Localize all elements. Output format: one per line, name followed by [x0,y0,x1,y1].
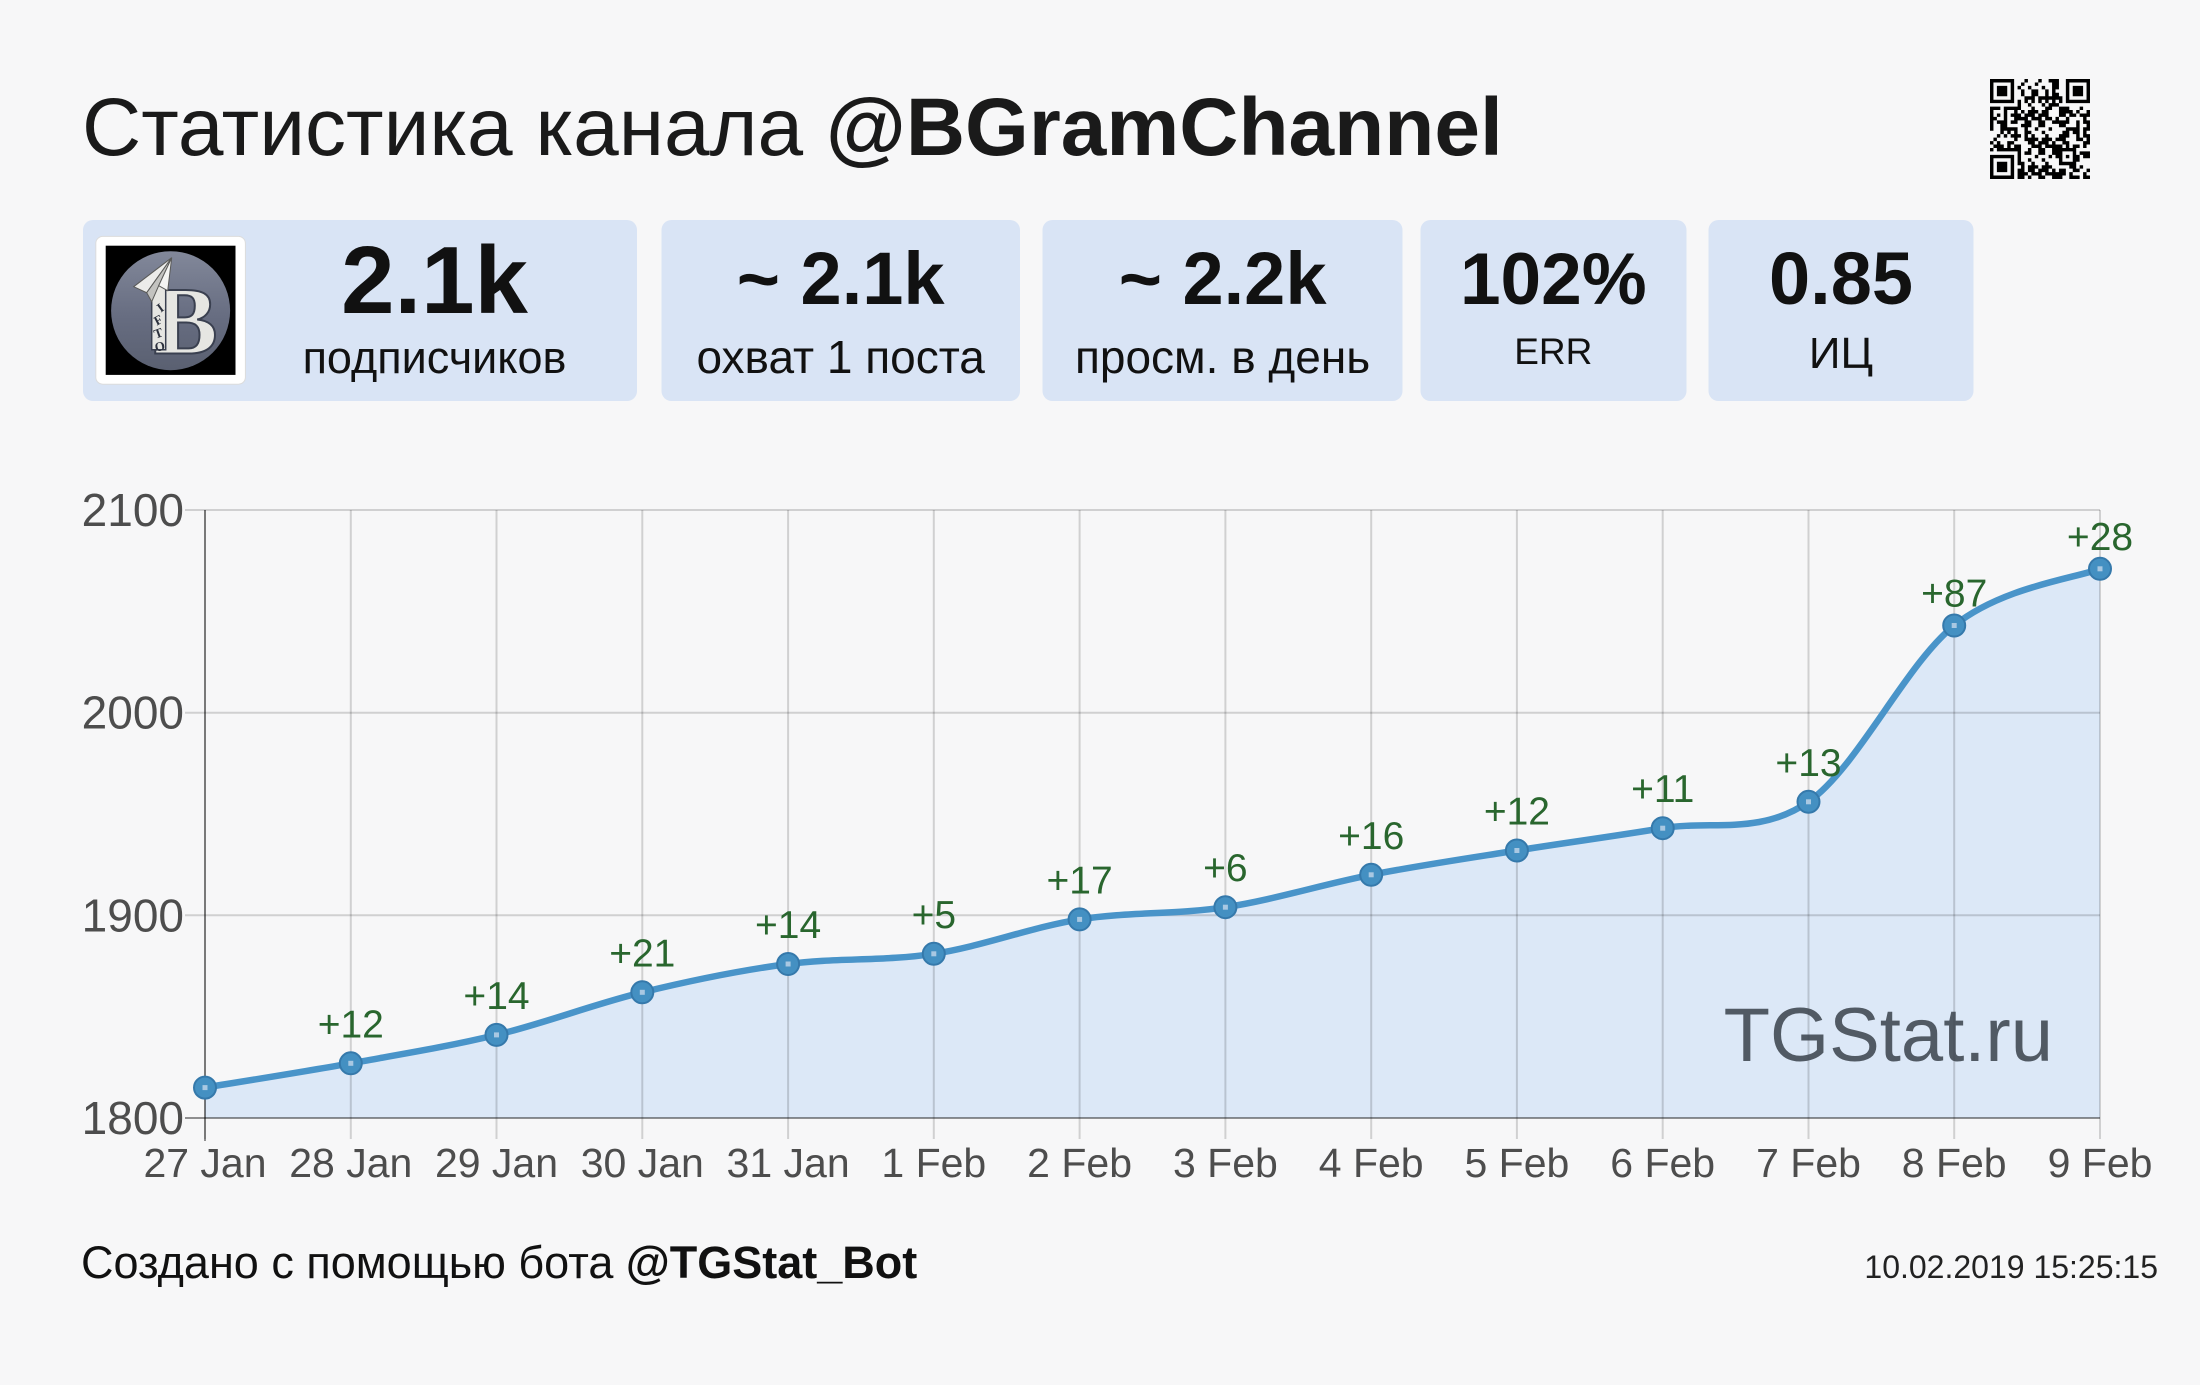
svg-text:6 Feb: 6 Feb [1610,1140,1715,1186]
svg-text:30 Jan: 30 Jan [581,1140,704,1186]
svg-text:ИЦ: ИЦ [1809,329,1873,378]
svg-text:+11: +11 [1631,768,1694,811]
svg-text:1 Feb: 1 Feb [881,1140,986,1186]
svg-text:2 Feb: 2 Feb [1027,1140,1132,1186]
svg-text:2.1k: 2.1k [341,227,528,334]
svg-text:27 Jan: 27 Jan [143,1140,266,1186]
svg-text:охват 1 поста: охват 1 поста [696,331,985,383]
svg-text:1800: 1800 [82,1092,184,1144]
svg-text:+12: +12 [318,1003,384,1046]
svg-text:31 Jan: 31 Jan [727,1140,850,1186]
svg-text:28 Jan: 28 Jan [289,1140,412,1186]
svg-text:2000: 2000 [82,687,184,739]
svg-text:2100: 2100 [82,484,184,536]
svg-text:+16: +16 [1338,815,1404,858]
svg-text:102%: 102% [1460,239,1647,320]
svg-text:0.85: 0.85 [1769,237,1913,320]
svg-text:+12: +12 [1484,791,1550,834]
svg-text:~ 2.1k: ~ 2.1k [737,237,946,320]
svg-text:4 Feb: 4 Feb [1319,1140,1424,1186]
svg-text:Статистика канала @BGramChanne: Статистика канала @BGramChannel [82,82,1503,173]
svg-text:+87: +87 [1921,573,1987,616]
svg-text:+13: +13 [1775,742,1841,785]
svg-text:9 Feb: 9 Feb [2048,1140,2153,1186]
svg-text:+21: +21 [609,932,675,975]
svg-text:~ 2.2k: ~ 2.2k [1119,237,1328,320]
svg-text:7 Feb: 7 Feb [1756,1140,1861,1186]
svg-text:10.02.2019 15:25:15: 10.02.2019 15:25:15 [1864,1249,2158,1285]
svg-text:5 Feb: 5 Feb [1464,1140,1569,1186]
svg-text:ERR: ERR [1514,331,1592,372]
svg-text:29 Jan: 29 Jan [435,1140,558,1186]
svg-text:+6: +6 [1203,847,1247,890]
svg-text:TGStat.ru: TGStat.ru [1724,993,2053,1078]
svg-text:Создано с помощью бота @TGStat: Создано с помощью бота @TGStat_Bot [81,1237,917,1288]
svg-text:+17: +17 [1047,859,1113,902]
svg-text:8 Feb: 8 Feb [1902,1140,2007,1186]
svg-text:3 Feb: 3 Feb [1173,1140,1278,1186]
svg-text:просм. в день: просм. в день [1075,331,1370,383]
svg-text:1900: 1900 [82,889,184,941]
svg-text:подписчиков: подписчиков [303,332,567,383]
svg-text:O: O [153,338,166,355]
svg-text:+14: +14 [463,975,529,1018]
svg-text:+28: +28 [2067,516,2133,559]
svg-text:B: B [154,268,218,375]
svg-text:+14: +14 [755,904,821,947]
svg-text:+5: +5 [912,894,956,937]
